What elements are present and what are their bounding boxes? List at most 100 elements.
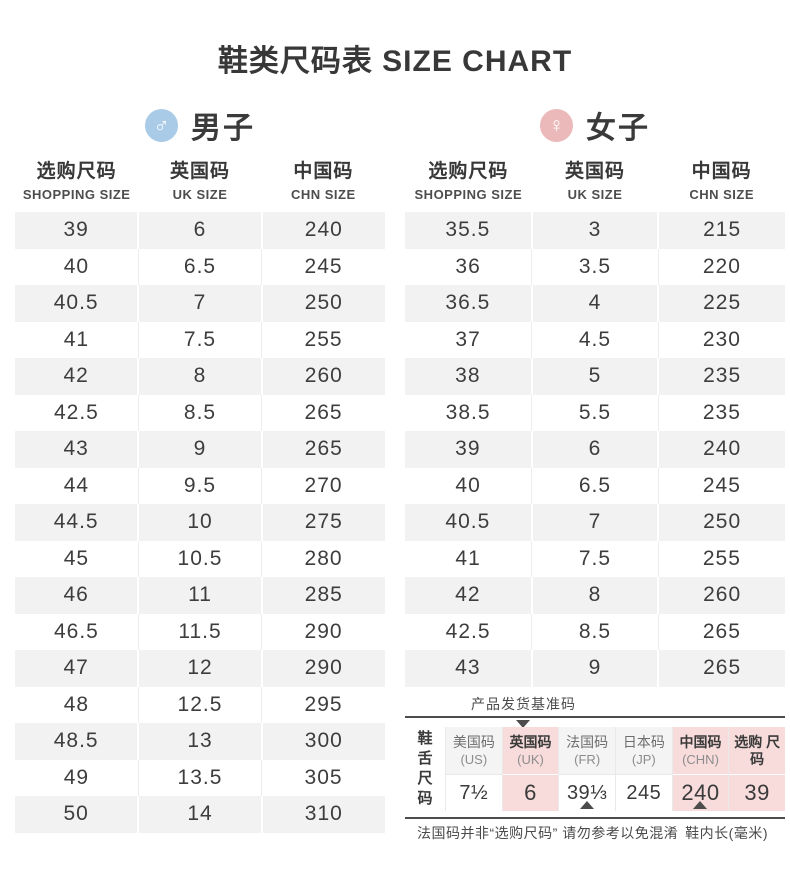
size-cell: 42 bbox=[405, 577, 532, 614]
table-row: 36 3.5 220 bbox=[405, 248, 785, 285]
size-cell: 290 bbox=[261, 613, 385, 650]
table-row: 47 12 290 bbox=[15, 650, 385, 687]
table-row: 44 9.5 270 bbox=[15, 467, 385, 504]
size-cell: 7.5 bbox=[531, 540, 659, 577]
tongue-col-value: 39 bbox=[729, 775, 785, 811]
col-header-cn: 英国码 bbox=[169, 161, 230, 182]
footnotes: 法国码并非“选购尺码” 请勿参考以免混淆 鞋内长(毫米) bbox=[405, 823, 785, 843]
size-cell: 255 bbox=[261, 321, 385, 358]
tongue-col-subname: (JP) bbox=[631, 751, 656, 767]
table-row: 41 7.5 255 bbox=[405, 540, 785, 577]
table-row: 40.5 7 250 bbox=[15, 285, 385, 322]
tongue-col-subname: (FR) bbox=[574, 751, 601, 767]
size-cell: 265 bbox=[260, 431, 385, 468]
female-icon: ♀ bbox=[540, 108, 573, 142]
table-row: 42 8 260 bbox=[405, 577, 785, 614]
tongue-col-subname: (CHN) bbox=[682, 751, 719, 767]
size-cell: 40.5 bbox=[15, 285, 139, 322]
tongue-size-table: 鞋舌尺码 美国码 (US) 7½ 英国码 (UK) 6 法国码 (FR) 39⅓ 日本码 (JP) 2… bbox=[405, 727, 785, 811]
size-cell: 7 bbox=[137, 285, 262, 322]
size-cell: 290 bbox=[260, 650, 385, 687]
size-cell: 12 bbox=[137, 650, 262, 687]
size-cell: 13 bbox=[137, 723, 262, 760]
women-col-header-chn: 中国码 CHN SIZE bbox=[658, 156, 785, 202]
table-row: 40 6.5 245 bbox=[15, 248, 385, 285]
size-cell: 215 bbox=[657, 212, 785, 249]
size-cell: 3.5 bbox=[531, 248, 659, 285]
size-cell: 230 bbox=[657, 321, 785, 358]
size-cell: 295 bbox=[261, 686, 385, 723]
size-cell: 275 bbox=[260, 504, 385, 541]
size-cell: 40.5 bbox=[405, 504, 532, 541]
male-icon: ♂ bbox=[145, 108, 178, 142]
col-header-cn: 选购尺码 bbox=[36, 161, 117, 182]
men-col-header-chn: 中国码 CHN SIZE bbox=[262, 156, 385, 202]
size-cell: 265 bbox=[261, 394, 385, 431]
tongue-col-value: 6 bbox=[502, 775, 559, 811]
col-header-cn: 英国码 bbox=[565, 161, 626, 182]
size-cell: 270 bbox=[261, 467, 385, 504]
divider-top bbox=[405, 716, 785, 718]
tongue-col: 中国码 (CHN) 240 bbox=[671, 727, 729, 811]
men-section-header: ♂ 男子 bbox=[15, 103, 385, 147]
col-header-en: CHN SIZE bbox=[689, 187, 755, 202]
size-cell: 42.5 bbox=[445, 619, 491, 643]
size-cell: 4 bbox=[530, 285, 659, 322]
size-cell: 6 bbox=[137, 212, 262, 249]
size-cell: 240 bbox=[260, 212, 385, 249]
col-header-en: SHOPPING SIZE bbox=[22, 187, 131, 202]
up-arrow-icon-chn bbox=[693, 801, 707, 809]
table-row: 40 6.5 245 bbox=[405, 467, 785, 504]
size-cell: 42 bbox=[15, 358, 139, 395]
tongue-col: 法国码 (FR) 39⅓ bbox=[558, 727, 615, 811]
size-cell: 9 bbox=[530, 650, 659, 687]
size-cell: 3 bbox=[530, 212, 659, 249]
table-row: 38 5 235 bbox=[405, 358, 785, 395]
size-cell: 6 bbox=[530, 431, 659, 468]
table-row: 39 6 240 bbox=[15, 212, 385, 249]
col-header-en: CHN SIZE bbox=[290, 187, 356, 202]
size-cell: 8 bbox=[530, 577, 659, 614]
table-row: 39 6 240 bbox=[405, 431, 785, 468]
size-cell: 10 bbox=[137, 504, 262, 541]
tongue-col: 美国码 (US) 7½ bbox=[445, 727, 502, 811]
size-cell: 39 bbox=[15, 212, 139, 249]
table-row: 38.5 5.5 235 bbox=[405, 394, 785, 431]
tongue-col-name: 中国码 bbox=[679, 734, 722, 751]
size-cell: 8 bbox=[137, 358, 262, 395]
tongue-col-value: 7½ bbox=[446, 775, 502, 811]
size-cell: 6.5 bbox=[531, 467, 659, 504]
tongue-col-value: 245 bbox=[616, 775, 672, 811]
size-cell: 42.5 bbox=[53, 400, 99, 424]
size-cell: 44.5 bbox=[15, 504, 139, 541]
size-cell: 38.5 bbox=[445, 400, 491, 424]
size-cell: 43 bbox=[15, 431, 139, 468]
table-row: 48 12.5 295 bbox=[15, 686, 385, 723]
size-cell: 240 bbox=[657, 431, 785, 468]
size-cell: 225 bbox=[657, 285, 785, 322]
tongue-col-value: 240 bbox=[672, 775, 729, 811]
women-size-table: 35.5 3 215 36 3.5 220 36.5 4 225 37 4.5 230 38 5 235 38… bbox=[405, 212, 785, 687]
size-cell: 6.5 bbox=[137, 248, 262, 285]
women-section-header: ♀ 女子 bbox=[405, 103, 785, 147]
table-row: 42 8 260 bbox=[15, 358, 385, 395]
men-section-label: 男子 bbox=[191, 112, 255, 145]
size-cell: 250 bbox=[260, 285, 385, 322]
table-row: 44.5 10 275 bbox=[15, 504, 385, 541]
size-cell: 8.5 bbox=[137, 394, 262, 431]
size-cell: 235 bbox=[657, 358, 785, 395]
size-cell: 5.5 bbox=[531, 394, 659, 431]
footnote-fr-warning: 法国码并非“选购尺码” 请勿参考以免混淆 bbox=[417, 825, 679, 841]
footnote-inner-length: 鞋内长(毫米) bbox=[685, 825, 768, 841]
size-cell: 10.5 bbox=[137, 540, 262, 577]
size-cell: 45 bbox=[63, 546, 90, 570]
size-cell: 41 bbox=[63, 327, 90, 351]
size-cell: 46 bbox=[15, 577, 139, 614]
tongue-col-name: 日本码 bbox=[622, 734, 665, 751]
shipping-reference-label: 产品发货基准码 bbox=[471, 696, 576, 712]
tongue-col-header: 日本码 (JP) bbox=[616, 727, 672, 775]
tongue-col-header: 法国码 (FR) bbox=[559, 727, 615, 775]
size-cell: 7 bbox=[530, 504, 659, 541]
women-col-header-uk: 英国码 UK SIZE bbox=[532, 156, 659, 202]
men-col-header-uk: 英国码 UK SIZE bbox=[138, 156, 261, 202]
